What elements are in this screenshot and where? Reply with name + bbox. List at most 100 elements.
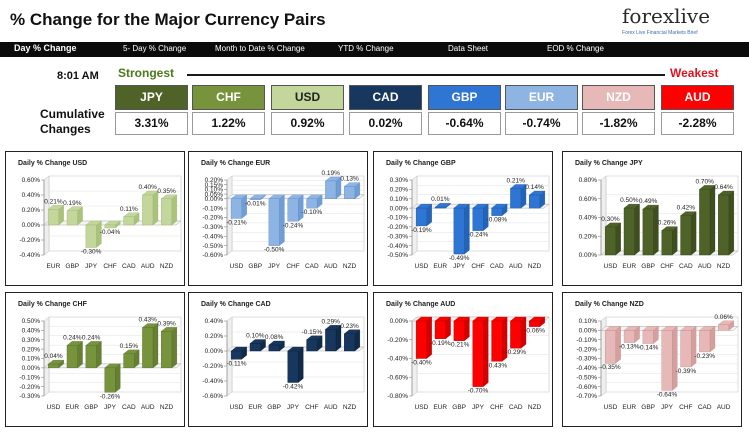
chart-chf: Daily % Change CHF 0.50% 0.40% 0.30% 0.20% 0.… [5, 292, 185, 427]
bar [680, 215, 692, 256]
y-tick-label: -0.20% [202, 363, 223, 370]
bar-side [298, 346, 304, 383]
data-label: -0.06% [524, 328, 545, 335]
y-tick-label: 0.00% [579, 252, 598, 259]
y-tick-label: 0.40% [22, 192, 41, 199]
y-tick-label: 0.00% [205, 348, 224, 355]
x-category-label: NZD [160, 404, 174, 411]
bar [249, 198, 261, 200]
currency-name: GBP [428, 85, 501, 110]
currency-card-usd: USD 0.92% [271, 85, 344, 135]
y-tick-label: -0.50% [576, 374, 597, 381]
bar-side [672, 326, 678, 391]
bar [66, 345, 78, 369]
data-label: 0.11% [120, 206, 138, 213]
strongest-label: Strongest [118, 66, 175, 80]
tab-ytd-change[interactable]: YTD % Change [338, 44, 394, 53]
bar [344, 186, 356, 199]
x-category-label: EUR [433, 404, 447, 411]
bar [415, 320, 427, 359]
x-category-label: JPY [453, 263, 466, 270]
currency-name: EUR [505, 85, 578, 110]
data-label: -0.04% [100, 229, 121, 236]
data-label: -0.64% [657, 391, 678, 398]
y-tick-label: 0.40% [205, 318, 224, 325]
x-category-label: USD [604, 263, 618, 270]
bar [491, 320, 503, 362]
x-category-label: JPY [472, 404, 485, 411]
bar [325, 180, 337, 199]
y-tick-label: -0.30% [202, 224, 223, 231]
bar [510, 188, 522, 209]
bar [85, 224, 97, 248]
bar [510, 320, 522, 349]
y-tick-label: 0.10% [390, 196, 409, 203]
x-category-label: JPY [85, 263, 98, 270]
x-category-label: NZD [528, 263, 542, 270]
currency-change: -2.28% [661, 112, 734, 135]
x-category-label: USD [415, 404, 429, 411]
data-label: -0.26% [100, 393, 121, 400]
tab-5-day-change[interactable]: 5- Day % Change [123, 44, 187, 53]
chart-title: Daily % Change EUR [201, 160, 270, 167]
data-label: -0.29% [505, 349, 526, 356]
y-tick-label: -0.80% [387, 393, 408, 400]
data-label: -0.70% [468, 388, 489, 395]
currency-card-eur: EUR -0.74% [505, 85, 578, 135]
x-category-label: CAD [698, 404, 712, 411]
currency-change: 3.31% [115, 112, 188, 135]
logo-tagline: Forex Live Financial Markets Brief [622, 30, 698, 36]
currency-name: JPY [115, 85, 188, 110]
chart-svg: Daily % Change JPY 0.80% 0.60% 0.40% 0.20% 0.… [575, 160, 739, 270]
bar [661, 230, 673, 256]
forexlive-logo[interactable]: forexlive Forex Live Financial Markets B… [618, 4, 738, 38]
changes-label: Changes [40, 122, 91, 136]
y-tick-label: -0.40% [387, 356, 408, 363]
x-category-label: AUD [324, 263, 338, 270]
tab-eod-change[interactable]: EOD % Change [547, 44, 604, 53]
y-tick-label: 0.00% [22, 365, 41, 372]
x-category-label: JPY [268, 263, 281, 270]
bar [661, 330, 673, 391]
tab-month-to-date-change[interactable]: Month to Date % Change [215, 44, 305, 53]
x-category-label: JPY [104, 404, 117, 411]
tab-data-sheet[interactable]: Data Sheet [448, 44, 489, 53]
chart-svg: Daily % Change CHF0.50%0.40%0.30%0.20%0.… [18, 301, 182, 411]
bar [306, 339, 318, 352]
bar [268, 198, 280, 246]
x-category-label: NZD [343, 263, 357, 270]
logo-brand: forexlive [622, 4, 711, 28]
bar [344, 333, 356, 352]
data-label: -0.24% [468, 232, 489, 239]
chart-gbp: Daily % Change GBP 0.30% 0.20% 0.10% 0.00% -0… [373, 151, 553, 286]
currency-card-nzd: NZD -1.82% [582, 85, 655, 135]
data-label: -0.35% [600, 364, 621, 371]
chart-usd: Daily % Change USD 0.60% 0.40% 0.20% 0.00% -0… [5, 151, 185, 286]
bar [623, 330, 635, 343]
weakest-label: Weakest [670, 66, 719, 80]
x-category-label: AUD [324, 404, 338, 411]
data-label: -0.40% [411, 360, 432, 367]
chart-svg: Daily % Change GBP 0.30% 0.20% 0.10% 0.00% -0… [386, 160, 550, 270]
data-label: -0.24% [283, 222, 304, 229]
y-tick-label: -0.50% [202, 243, 223, 250]
y-tick-label: 0.10% [579, 318, 598, 325]
bar-side [279, 194, 285, 246]
x-category-label: NZD [160, 263, 174, 270]
y-tick-label: -0.30% [576, 356, 597, 363]
data-label: 0.64% [714, 184, 733, 191]
data-label: -0.30% [81, 249, 102, 256]
chart-title: Daily % Change AUD [386, 301, 455, 308]
y-tick-label: 0.30% [22, 337, 41, 344]
y-tick-label: 0.00% [22, 222, 41, 229]
chart-title: Daily % Change JPY [575, 160, 643, 167]
y-tick-label: -0.20% [576, 346, 597, 353]
x-category-label: CHF [660, 263, 673, 270]
bar-side [298, 194, 304, 222]
data-label: 0.29% [321, 318, 340, 325]
bar-side [152, 190, 159, 226]
data-label: -0.08% [487, 217, 508, 224]
tab-day-change[interactable]: Day % Change [14, 43, 77, 53]
y-tick-label: -0.40% [202, 378, 223, 385]
y-tick-label: -0.40% [576, 365, 597, 372]
